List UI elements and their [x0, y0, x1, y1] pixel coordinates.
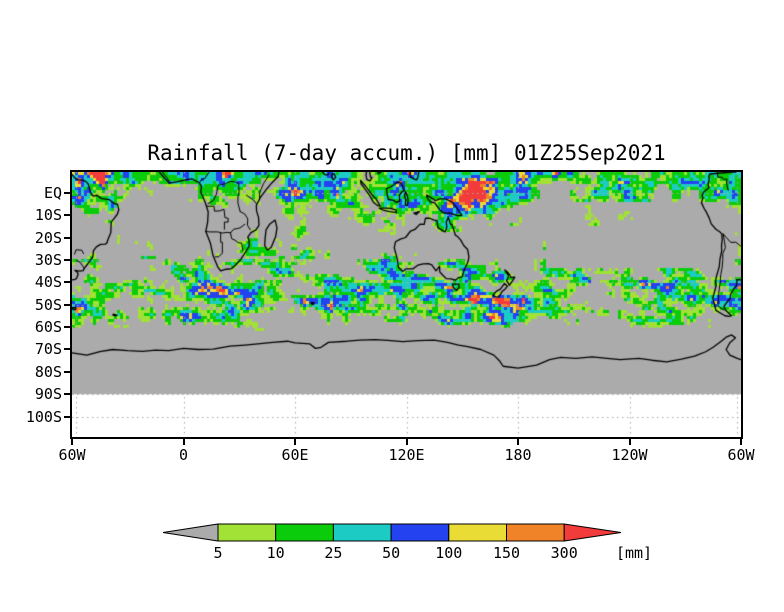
x-axis-tick-label: 180	[504, 446, 532, 464]
y-tick-mark	[64, 281, 70, 284]
colorbar-right-arrow	[563, 523, 622, 542]
x-tick-mark	[628, 439, 631, 445]
y-axis-tick-label: 20S	[34, 228, 62, 247]
colorbar-tick-label: 25	[324, 544, 343, 562]
colorbar	[162, 523, 622, 542]
y-tick-mark	[64, 214, 70, 217]
colorbar-segment	[217, 523, 277, 542]
x-tick-mark	[182, 439, 185, 445]
y-axis-tick-label: 10S	[34, 206, 62, 225]
colorbar-tick-label: 50	[382, 544, 401, 562]
colorbar-segment	[332, 523, 392, 542]
y-axis-tick-label: 90S	[34, 385, 62, 404]
map-canvas	[72, 172, 741, 437]
y-tick-mark	[64, 192, 70, 194]
y-tick-mark	[64, 236, 70, 239]
y-axis-tick-label: 50S	[34, 295, 62, 314]
x-axis-tick-label: 0	[178, 446, 189, 464]
colorbar-segment	[390, 523, 450, 542]
y-tick-mark	[64, 370, 70, 373]
colorbar-tick-label: 150	[492, 544, 521, 562]
y-tick-mark	[64, 393, 70, 396]
colorbar-segment	[448, 523, 507, 542]
y-axis-tick-label: 60S	[34, 318, 62, 337]
colorbar-segment	[506, 523, 565, 542]
x-axis-tick-label: 120E	[388, 446, 425, 464]
figure-title: Rainfall (7-day accum.) [mm] 01Z25Sep202…	[147, 141, 666, 165]
y-axis-tick-label: 40S	[34, 273, 62, 292]
y-tick-mark	[64, 348, 70, 351]
x-tick-mark	[740, 439, 742, 445]
y-axis-tick-label: 30S	[34, 251, 62, 270]
x-axis-tick-label: 60W	[58, 446, 86, 464]
colorbar-segment	[275, 523, 334, 542]
colorbar-left-arrow	[162, 523, 219, 542]
y-tick-mark	[64, 259, 70, 262]
y-tick-mark	[64, 326, 70, 329]
x-tick-mark	[517, 439, 519, 445]
x-tick-mark	[405, 439, 408, 445]
colorbar-units-label: [mm]	[615, 544, 653, 562]
x-axis-tick-label: 120W	[611, 446, 648, 464]
y-tick-mark	[64, 415, 70, 418]
y-axis-tick-label: EQ	[43, 184, 62, 202]
x-axis-tick-label: 60E	[281, 446, 309, 464]
colorbar-tick-label: 100	[435, 544, 463, 562]
x-tick-mark	[71, 439, 73, 445]
y-axis-tick-label: 80S	[34, 362, 62, 381]
y-axis-tick-label: 70S	[34, 340, 62, 359]
map-plot	[70, 170, 743, 439]
x-tick-mark	[294, 439, 296, 445]
y-axis-tick-label: 100S	[25, 407, 62, 426]
colorbar-tick-label: 10	[266, 544, 285, 562]
colorbar-tick-label: 5	[213, 544, 223, 562]
y-tick-mark	[64, 303, 70, 306]
x-axis-tick-label: 60W	[727, 446, 755, 464]
colorbar-tick-label: 300	[550, 544, 578, 562]
